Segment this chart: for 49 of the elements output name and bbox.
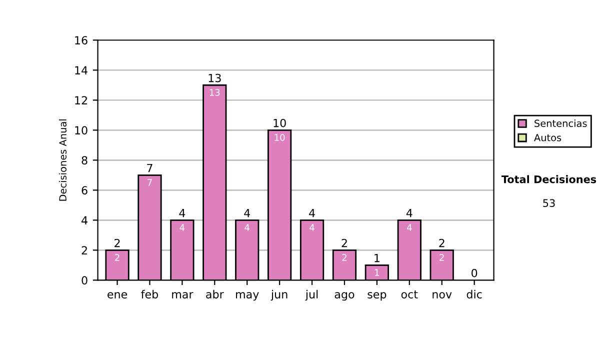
total-label: 10	[274, 118, 286, 128]
x-tick-label: may	[236, 292, 259, 301]
data-label: 4	[244, 224, 250, 231]
total-label: 4	[244, 208, 250, 218]
y-tick-label: 6	[82, 186, 88, 195]
total-label: 0	[472, 268, 478, 278]
total-label: 2	[439, 238, 444, 248]
x-tick-label: nov	[432, 292, 452, 298]
total-label: 4	[309, 208, 315, 218]
y-tick-label: 10	[75, 126, 88, 135]
x-tick-label: jun	[270, 290, 288, 301]
x-tick-label: abr	[206, 290, 224, 298]
legend-label: Sentencias	[534, 119, 587, 128]
y-tick-label: 16	[75, 36, 88, 44]
data-label: 13	[210, 89, 220, 96]
y-tick-label: 0	[82, 276, 88, 285]
data-label: 10	[274, 134, 285, 141]
x-tick-label: jul	[305, 290, 318, 301]
total-label: 2	[342, 238, 347, 248]
y-tick-label: 14	[75, 66, 88, 74]
data-label: 2	[440, 254, 444, 261]
legend-label: Autos	[534, 134, 562, 142]
total-label: 13	[208, 74, 221, 82]
x-tick-label: mar	[172, 292, 194, 298]
text: Total Decisiones	[501, 175, 596, 184]
data-label: 7	[148, 179, 152, 186]
data-label: 4	[406, 224, 412, 231]
total-label: 4	[179, 208, 186, 218]
x-tick-label: oct	[401, 290, 418, 298]
y-axis-title: Decisiones Anual	[58, 119, 66, 201]
total-label: 4	[406, 208, 412, 218]
data-label: 4	[310, 224, 314, 231]
x-tick-label: ago	[334, 292, 354, 301]
total-label: 2	[114, 238, 120, 248]
data-label: 1	[375, 269, 379, 276]
x-tick-label: ene	[108, 292, 128, 298]
total-label: 7	[147, 164, 152, 172]
y-tick-label: 8	[82, 156, 88, 165]
x-tick-label: dic	[466, 290, 482, 298]
x-tick-label: feb	[141, 290, 158, 298]
data-label: 2	[115, 254, 120, 261]
y-tick-label: 12	[75, 96, 87, 104]
text: 53	[543, 199, 555, 208]
total-label: 1	[374, 254, 380, 262]
data-label: 2	[342, 254, 346, 261]
y-tick-label: 4	[82, 216, 88, 224]
data-label: 4	[180, 224, 185, 231]
y-tick-label: 2	[82, 246, 87, 254]
x-tick-label: sep	[368, 292, 386, 301]
